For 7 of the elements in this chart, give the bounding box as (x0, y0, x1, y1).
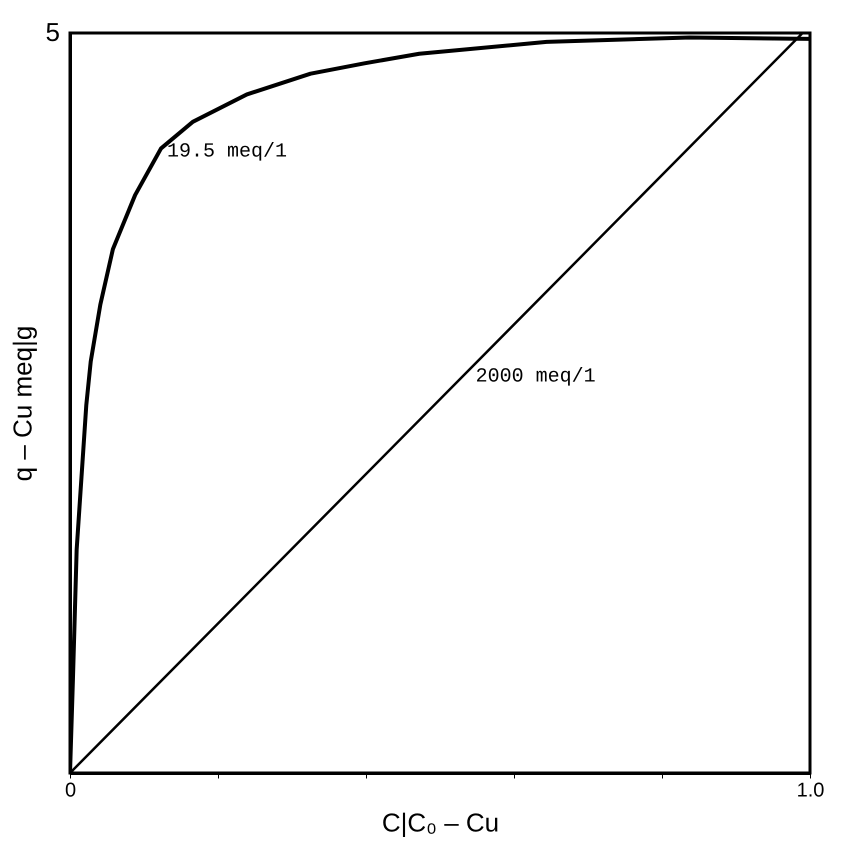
text: 5 (46, 17, 60, 47)
annotation: 2000 meq/1 (476, 365, 596, 388)
annotation: 19.5 meq/1 (167, 140, 288, 164)
x-tick-label: 0 (64, 780, 76, 802)
x-tick-label: 1.0 (796, 780, 824, 802)
x-axis-title: C|C₀ – Cu (382, 808, 500, 838)
y-axis-title: q – Cu meq|g (8, 326, 38, 482)
